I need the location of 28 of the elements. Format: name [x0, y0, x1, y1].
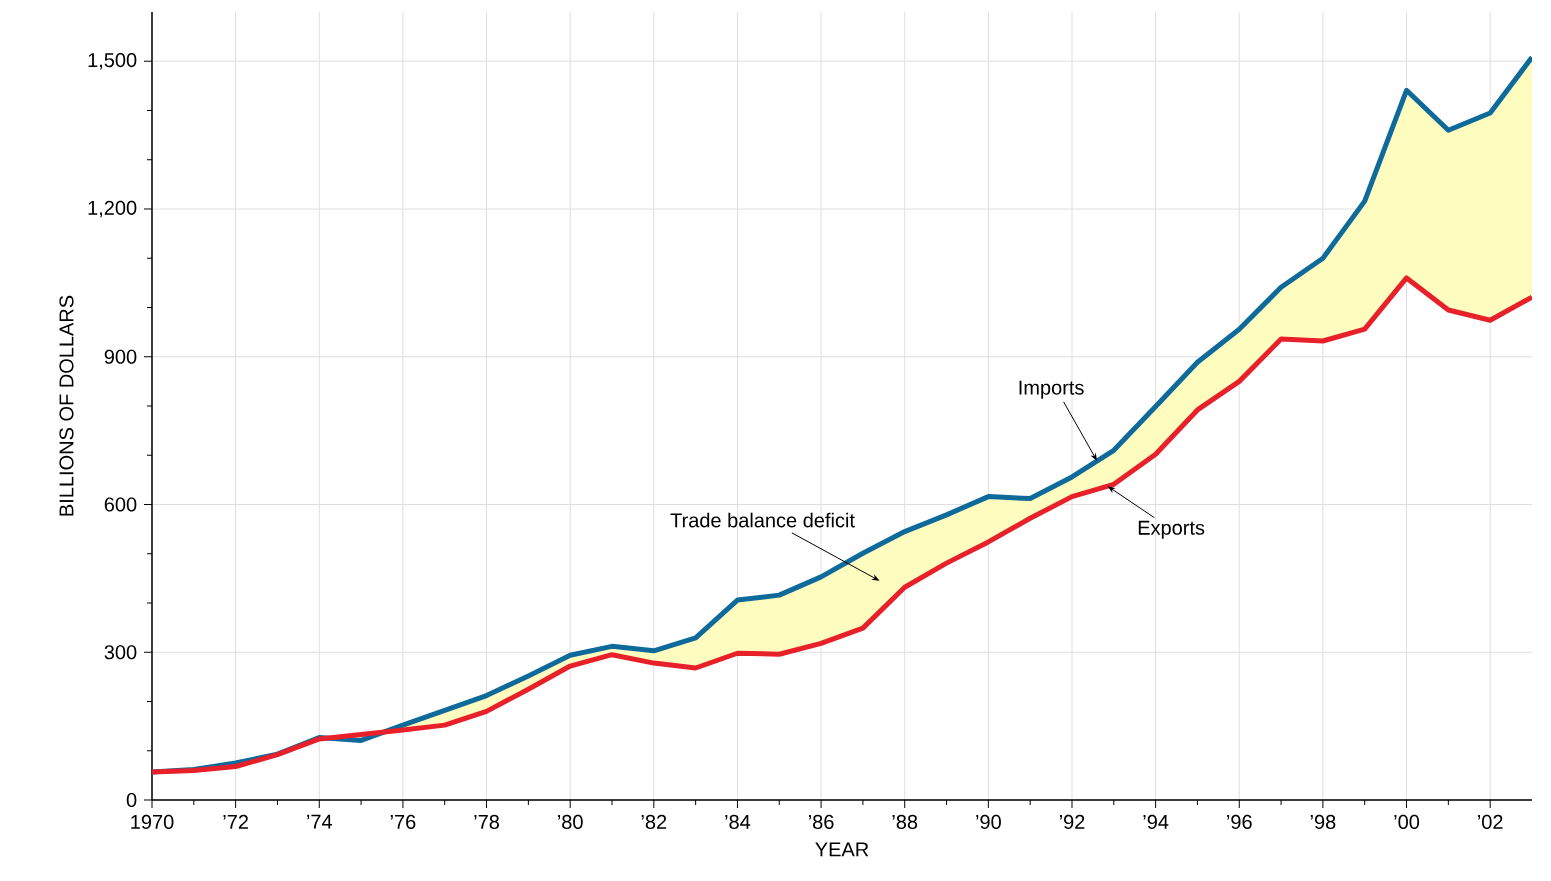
annotation: Trade balance deficit — [670, 512, 855, 528]
y-tick-label: 300 — [104, 645, 137, 660]
x-tick-label: ’92 — [1059, 814, 1085, 830]
x-tick-label: ’00 — [1394, 814, 1420, 830]
x-tick-label: ’74 — [307, 814, 333, 829]
x-tick-label: ’78 — [474, 814, 500, 830]
x-tick-label: ’90 — [976, 814, 1001, 830]
x-tick-label: ’82 — [641, 814, 667, 830]
x-tick-label: ’02 — [1478, 814, 1503, 830]
x-tick-label: ’76 — [390, 814, 416, 830]
x-axis-title: YEAR — [815, 842, 869, 857]
x-tick-label: ’72 — [223, 814, 248, 829]
y-tick-label: 600 — [104, 497, 137, 512]
x-tick-label: ’96 — [1227, 814, 1252, 830]
y-tick-label: 900 — [104, 349, 137, 364]
x-tick-label: ’88 — [892, 814, 918, 830]
text: Imports — [1019, 380, 1084, 399]
text: Exports — [1138, 520, 1205, 539]
y-axis-title: BILLIONS OF DOLLARS — [59, 295, 74, 516]
x-tick-label: ’80 — [558, 814, 583, 830]
x-tick-label: ’98 — [1310, 814, 1336, 830]
y-tick-label: 1,500 — [88, 52, 137, 70]
x-tick-label: 1970 — [131, 814, 174, 830]
x-tick-label: ’94 — [1143, 814, 1169, 830]
x-tick-label: ’84 — [725, 814, 751, 830]
x-tick-label: ’86 — [808, 814, 834, 830]
y-tick-label: 0 — [126, 792, 137, 808]
y-tick-label: 1,200 — [88, 200, 137, 218]
